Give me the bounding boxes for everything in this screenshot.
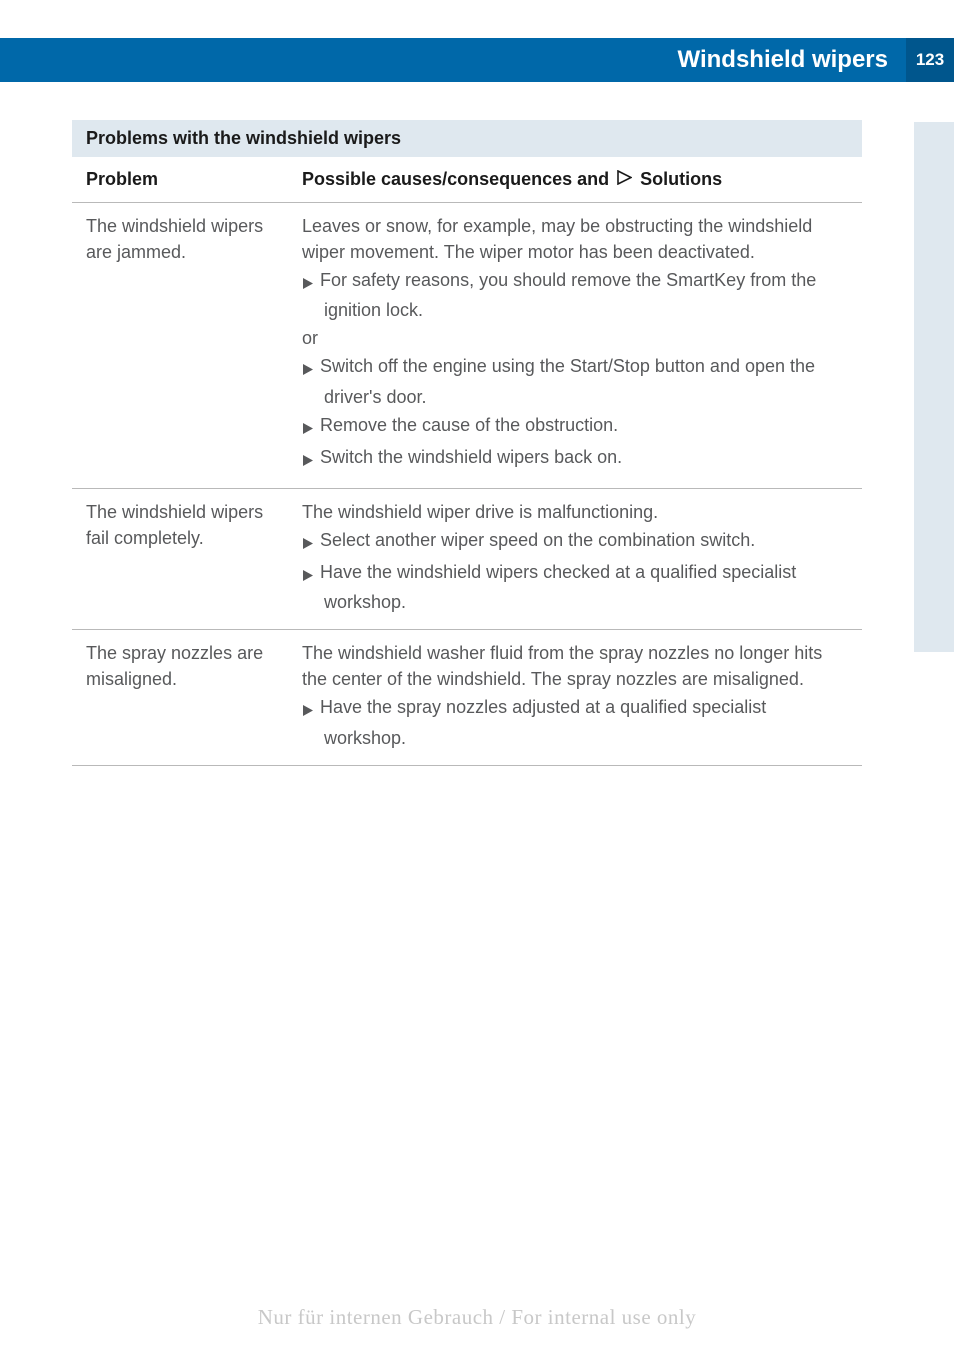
section-title: Problems with the windshield wipers: [72, 120, 862, 157]
main-content: Problems with the windshield wipers Prob…: [72, 120, 862, 766]
header-title: Windshield wipers: [678, 46, 888, 74]
solution-cell: The windshield wiper drive is malfunctio…: [302, 488, 862, 629]
table-row: The windshield wipers fail completely. T…: [72, 488, 862, 629]
solution-intro: The windshield wiper drive is malfunctio…: [302, 499, 848, 525]
table-row: The spray nozzles are misaligned. The wi…: [72, 630, 862, 765]
side-tab: [914, 122, 954, 652]
bullet-text: Switch the windshield wipers back on.: [320, 444, 848, 470]
bullet-continuation: workshop.: [302, 589, 848, 615]
problem-cell: The spray nozzles are misaligned.: [72, 630, 302, 765]
bullet-item: Switch off the engine using the Start/St…: [302, 353, 848, 383]
side-section-label: Lights and windshield wipers: [950, 388, 954, 709]
bullet-arrow-icon: [302, 271, 314, 297]
bullet-text: Remove the cause of the obstruction.: [320, 412, 848, 438]
table-header-row: Problem Possible causes/consequences and…: [72, 159, 862, 203]
bullet-item: Have the spray nozzles adjusted at a qua…: [302, 694, 848, 724]
header-problem: Problem: [72, 159, 302, 203]
bullet-text: Select another wiper speed on the combin…: [320, 527, 848, 553]
solutions-triangle-icon: [617, 169, 632, 190]
page-number: 123: [906, 38, 954, 82]
page-header: Windshield wipers: [0, 38, 954, 82]
or-text: or: [302, 325, 848, 351]
header-solutions: Possible causes/consequences and Solutio…: [302, 159, 862, 203]
bullet-item: Have the windshield wipers checked at a …: [302, 559, 848, 589]
bullet-arrow-icon: [302, 698, 314, 724]
bullet-item: Switch the windshield wipers back on.: [302, 444, 848, 474]
bullet-text: Have the spray nozzles adjusted at a qua…: [320, 694, 848, 720]
watermark-text: Nur für internen Gebrauch / For internal…: [0, 1305, 954, 1330]
header-solutions-before: Possible causes/consequences and: [302, 169, 609, 190]
table-row: The windshield wipers are jammed. Leaves…: [72, 203, 862, 489]
bullet-item: Remove the cause of the obstruction.: [302, 412, 848, 442]
bullet-continuation: ignition lock.: [302, 297, 848, 323]
bullet-text: Have the windshield wipers checked at a …: [320, 559, 848, 585]
solution-cell: Leaves or snow, for example, may be obst…: [302, 203, 862, 489]
solution-intro: Leaves or snow, for example, may be obst…: [302, 213, 848, 265]
bullet-item: Select another wiper speed on the combin…: [302, 527, 848, 557]
problems-table: Problem Possible causes/consequences and…: [72, 159, 862, 766]
problem-cell: The windshield wipers fail completely.: [72, 488, 302, 629]
bullet-arrow-icon: [302, 531, 314, 557]
bullet-continuation: workshop.: [302, 725, 848, 751]
solution-cell: The windshield washer fluid from the spr…: [302, 630, 862, 765]
bullet-text: For safety reasons, you should remove th…: [320, 267, 848, 293]
header-solutions-after: Solutions: [640, 169, 722, 190]
solution-intro: The windshield washer fluid from the spr…: [302, 640, 848, 692]
bullet-item: For safety reasons, you should remove th…: [302, 267, 848, 297]
bullet-text: Switch off the engine using the Start/St…: [320, 353, 848, 379]
bullet-arrow-icon: [302, 416, 314, 442]
bullet-arrow-icon: [302, 357, 314, 383]
problem-cell: The windshield wipers are jammed.: [72, 203, 302, 489]
bullet-arrow-icon: [302, 563, 314, 589]
bullet-arrow-icon: [302, 448, 314, 474]
bullet-continuation: driver's door.: [302, 384, 848, 410]
